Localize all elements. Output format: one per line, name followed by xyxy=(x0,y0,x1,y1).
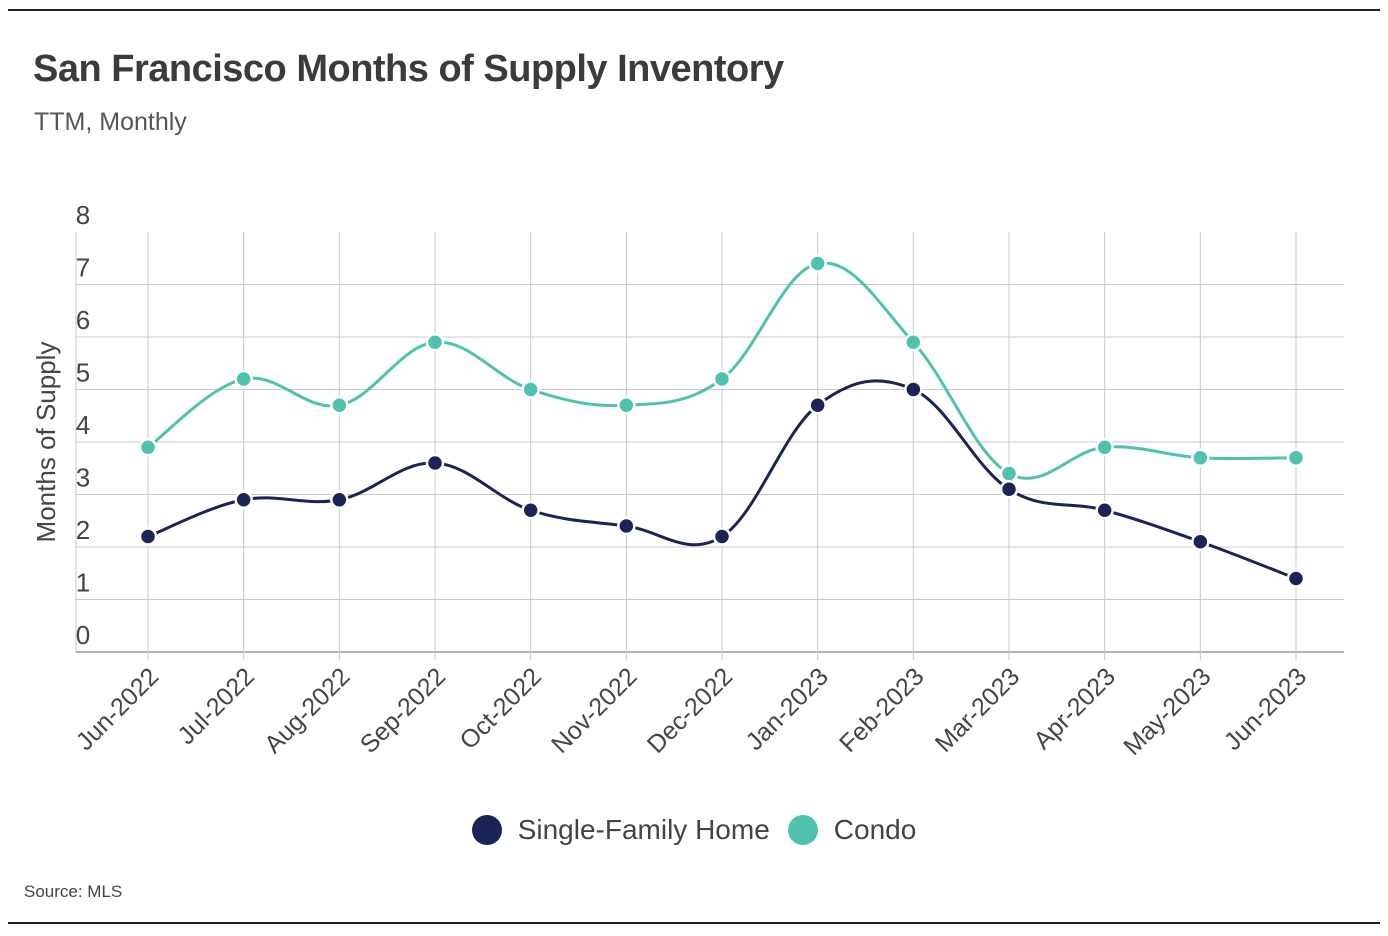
y-tick-label: 2 xyxy=(76,515,90,545)
y-tick-label: 7 xyxy=(76,253,90,283)
point-single-family-home-Aug-2022[interactable] xyxy=(330,490,349,509)
point-single-family-home-Sep-2022[interactable] xyxy=(425,453,445,473)
x-tick-label: Dec-2022 xyxy=(642,662,738,758)
bottom-rule xyxy=(8,922,1380,924)
y-axis-ticks: 0 1 2 3 4 5 6 7 8 xyxy=(76,200,90,650)
line-chart: 0 1 2 3 4 5 6 7 8 Jun-2022 Jul-2022 Aug-2022 Sep-20… xyxy=(31,200,1344,761)
source-note: Source: MLS xyxy=(24,882,123,901)
x-tick-label: Sep-2022 xyxy=(355,662,451,758)
point-condo-Feb-2023[interactable] xyxy=(904,333,923,352)
x-tick-label: Jul-2022 xyxy=(172,662,260,750)
x-tick-label: Jan-2023 xyxy=(740,662,834,756)
series xyxy=(138,254,1306,588)
point-condo-Mar-2023[interactable] xyxy=(999,464,1019,483)
top-rule xyxy=(8,9,1380,11)
x-tick-label: Nov-2022 xyxy=(546,662,642,758)
legend-item-condo[interactable]: Condo xyxy=(787,814,917,846)
point-single-family-home-Jun-2023[interactable] xyxy=(1286,569,1306,588)
point-condo-Jun-2022[interactable] xyxy=(138,438,158,457)
grid xyxy=(75,232,1344,660)
x-tick-label: Mar-2023 xyxy=(930,662,1025,757)
y-tick-label: 8 xyxy=(76,200,90,230)
y-tick-label: 3 xyxy=(76,463,90,493)
x-tick-label: Apr-2023 xyxy=(1028,662,1121,755)
chart-subtitle: TTM, Monthly xyxy=(34,108,187,136)
legend-item-single-family-home[interactable]: Single-Family Home xyxy=(471,814,770,846)
point-condo-Sep-2022[interactable] xyxy=(425,333,445,352)
x-tick-label: May-2023 xyxy=(1118,662,1216,760)
point-condo-May-2023[interactable] xyxy=(1191,448,1210,467)
point-single-family-home-Jun-2022[interactable] xyxy=(138,527,158,546)
point-condo-Nov-2022[interactable] xyxy=(617,396,636,415)
point-condo-Oct-2022[interactable] xyxy=(521,380,540,399)
y-tick-label: 1 xyxy=(76,568,90,598)
y-tick-label: 6 xyxy=(76,305,90,335)
legend-label-condo: Condo xyxy=(833,814,917,845)
x-tick-label: Jun-2023 xyxy=(1219,662,1313,756)
point-single-family-home-Oct-2022[interactable] xyxy=(521,501,540,520)
point-condo-Jun-2023[interactable] xyxy=(1286,448,1306,467)
x-axis-ticks: Jun-2022 Jul-2022 Aug-2022 Sep-2022 Oct-2022… xyxy=(71,662,1313,760)
x-tick-label: Jun-2022 xyxy=(71,662,165,756)
point-single-family-home-Apr-2023[interactable] xyxy=(1095,501,1114,520)
y-tick-label: 0 xyxy=(76,620,90,650)
condo-swatch-icon xyxy=(787,815,818,845)
point-condo-Jul-2022[interactable] xyxy=(234,369,253,389)
point-condo-Apr-2023[interactable] xyxy=(1095,438,1114,457)
point-single-family-home-Mar-2023[interactable] xyxy=(999,480,1019,499)
point-single-family-home-Feb-2023[interactable] xyxy=(904,380,923,399)
y-axis-label: Months of Supply xyxy=(31,342,61,543)
y-tick-label: 5 xyxy=(76,358,90,388)
legend: Single-Family Home Condo xyxy=(0,814,1388,846)
point-single-family-home-Dec-2022[interactable] xyxy=(712,527,732,546)
point-single-family-home-Nov-2022[interactable] xyxy=(617,516,636,536)
x-tick-label: Aug-2022 xyxy=(259,662,355,758)
x-tick-label: Feb-2023 xyxy=(834,662,929,757)
y-tick-label: 4 xyxy=(76,410,90,440)
point-condo-Jan-2023[interactable] xyxy=(808,254,827,273)
single-family-home-swatch-icon xyxy=(471,815,502,845)
x-tick-label: Oct-2022 xyxy=(454,662,547,755)
point-single-family-home-May-2023[interactable] xyxy=(1191,532,1210,551)
legend-label-single-family-home: Single-Family Home xyxy=(517,814,770,845)
point-single-family-home-Jan-2023[interactable] xyxy=(808,396,827,415)
point-condo-Aug-2022[interactable] xyxy=(330,396,349,415)
point-condo-Dec-2022[interactable] xyxy=(712,369,732,389)
point-single-family-home-Jul-2022[interactable] xyxy=(234,490,253,509)
chart-title: San Francisco Months of Supply Inventory xyxy=(33,48,784,90)
